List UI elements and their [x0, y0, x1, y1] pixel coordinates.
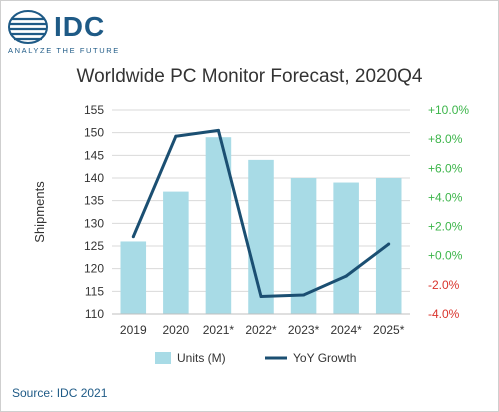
growth-point — [387, 242, 391, 246]
bar — [375, 178, 402, 314]
y2-tick-label: -4.0% — [428, 307, 460, 321]
y-tick-label: 140 — [84, 171, 104, 185]
x-tick-label: 2021* — [203, 323, 235, 337]
y-tick-label: 155 — [84, 103, 104, 117]
growth-point — [344, 274, 348, 278]
y-tick-label: 135 — [84, 194, 104, 208]
x-tick-label: 2022* — [245, 323, 277, 337]
y-tick-label: 145 — [84, 148, 104, 162]
y2-tick-label: +4.0% — [428, 190, 463, 204]
y2-tick-label: +10.0% — [428, 103, 469, 117]
y2-tick-label: +8.0% — [428, 132, 463, 146]
source-note: Source: IDC 2021 — [12, 386, 108, 400]
bar — [120, 241, 147, 314]
bar — [333, 182, 359, 314]
y2-tick-label: +6.0% — [428, 161, 463, 175]
y-tick-label: 115 — [85, 284, 104, 298]
idc-logo: IDC ANALYZE THE FUTURE — [8, 10, 138, 55]
y2-tick-label: +0.0% — [428, 249, 463, 263]
x-tick-label: 2024* — [330, 323, 362, 337]
y-tick-label: 125 — [84, 239, 104, 253]
x-tick-label: 2019 — [120, 323, 147, 337]
growth-point — [302, 293, 306, 297]
growth-point — [216, 128, 220, 132]
legend-swatch-units — [155, 352, 171, 364]
brand-name: IDC — [54, 11, 106, 42]
x-tick-label: 2025* — [373, 323, 405, 337]
growth-point — [259, 295, 263, 299]
growth-point — [131, 235, 135, 239]
chart-title: Worldwide PC Monitor Forecast, 2020Q4 — [76, 66, 423, 87]
globe-icon — [8, 10, 48, 44]
brand-tagline: ANALYZE THE FUTURE — [8, 46, 120, 55]
bar — [248, 159, 274, 314]
legend-label-growth: YoY Growth — [293, 351, 356, 365]
y-tick-label: 130 — [84, 216, 104, 230]
y-axis-title: Shipments — [32, 181, 47, 243]
legend-label-units: Units (M) — [177, 351, 226, 365]
y-tick-label: 120 — [84, 262, 104, 276]
growth-point — [174, 134, 178, 138]
y-tick-label: 110 — [85, 307, 104, 321]
y2-tick-label: +2.0% — [428, 220, 463, 234]
y-tick-label: 150 — [84, 126, 104, 140]
x-tick-label: 2020 — [163, 323, 190, 337]
x-tick-label: 2023* — [288, 323, 320, 337]
bar — [163, 191, 189, 314]
y2-tick-label: -2.0% — [428, 278, 460, 292]
